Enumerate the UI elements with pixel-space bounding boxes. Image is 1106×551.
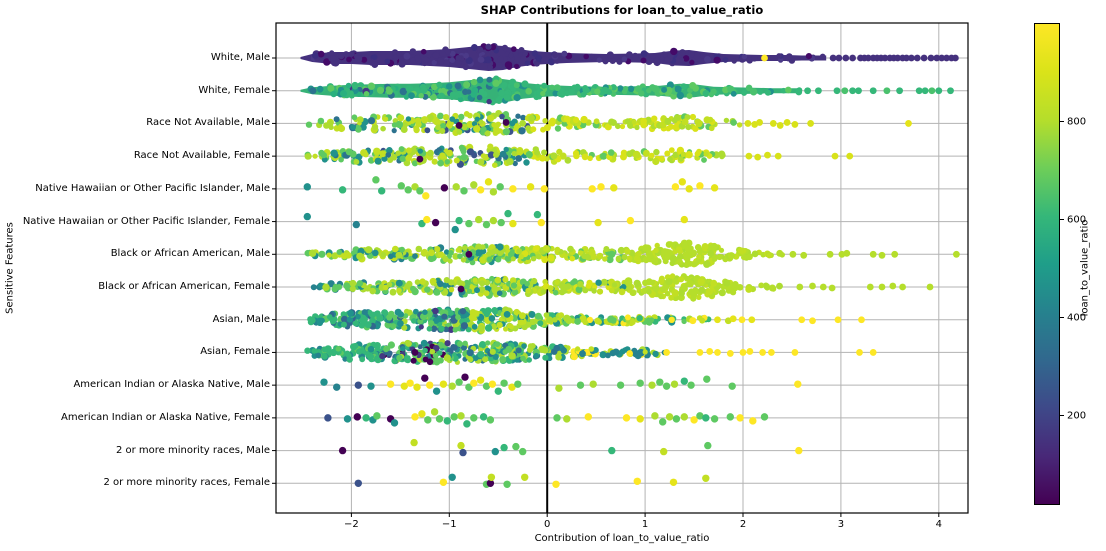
row-points-10 xyxy=(320,373,802,395)
y-tick-label-2: Race Not Available, Male xyxy=(146,117,270,129)
x-axis-label: Contribution of loan_to_value_ratio xyxy=(534,533,710,544)
colorbar-tick-label-0: 200 xyxy=(1067,410,1087,421)
colorbar-tick-mark-3 xyxy=(1060,121,1064,122)
row-points-0 xyxy=(300,43,959,71)
x-tick-label-3: 1 xyxy=(641,519,649,530)
y-tick-label-11: American Indian or Alaska Native, Female xyxy=(60,411,270,423)
chart-title: SHAP Contributions for loan_to_value_rat… xyxy=(480,3,764,17)
row-points-4 xyxy=(303,176,719,200)
y-tick-label-5: Native Hawaiian or Other Pacific Islande… xyxy=(22,215,270,227)
y-tick-label-4: Native Hawaiian or Other Pacific Islande… xyxy=(35,182,270,194)
x-tick-label-1: −1 xyxy=(441,519,457,530)
colorbar-tick-label-2: 600 xyxy=(1067,214,1087,225)
x-tick-label-4: 2 xyxy=(739,519,747,530)
row-points-2 xyxy=(305,110,912,137)
colorbar-tick-mark-1 xyxy=(1060,317,1064,318)
x-tick-label-2: 0 xyxy=(544,519,551,530)
row-points-13 xyxy=(354,473,710,488)
y-tick-label-1: White, Female xyxy=(198,84,270,96)
y-tick-label-3: Race Not Available, Female xyxy=(133,150,270,162)
colorbar-tick-label-3: 800 xyxy=(1067,116,1087,127)
row-points-7 xyxy=(310,273,934,302)
row-points-3 xyxy=(304,143,854,168)
row-points-1 xyxy=(300,75,954,106)
y-tick-label-8: Asian, Male xyxy=(212,313,270,325)
x-tick-label-5: 3 xyxy=(837,519,845,530)
row-points-11 xyxy=(324,408,769,428)
row-points-8 xyxy=(307,306,865,335)
x-tick-label-6: 4 xyxy=(935,519,942,530)
colorbar-gradient xyxy=(1034,23,1060,505)
colorbar-tick-mark-0 xyxy=(1060,415,1064,416)
colorbar-label: loan_to_value_ratio xyxy=(1079,219,1091,317)
row-points-12 xyxy=(338,438,803,457)
x-tick-label-0: −2 xyxy=(344,519,359,530)
row-points-6 xyxy=(304,239,960,268)
y-tick-label-10: American Indian or Alaska Native, Male xyxy=(73,379,270,391)
y-tick-label-9: Asian, Female xyxy=(200,346,270,358)
colorbar-tick-label-1: 400 xyxy=(1067,312,1087,323)
row-points-5 xyxy=(303,209,688,234)
y-tick-label-12: 2 or more minority races, Male xyxy=(115,444,270,456)
y-tick-label-0: White, Male xyxy=(210,52,270,63)
row-points-9 xyxy=(304,338,877,366)
y-tick-label-13: 2 or more minority races, Female xyxy=(103,477,270,489)
y-tick-label-6: Black or African American, Male xyxy=(110,248,270,260)
colorbar-tick-mark-2 xyxy=(1060,219,1064,220)
y-tick-label-7: Black or African American, Female xyxy=(98,281,270,292)
